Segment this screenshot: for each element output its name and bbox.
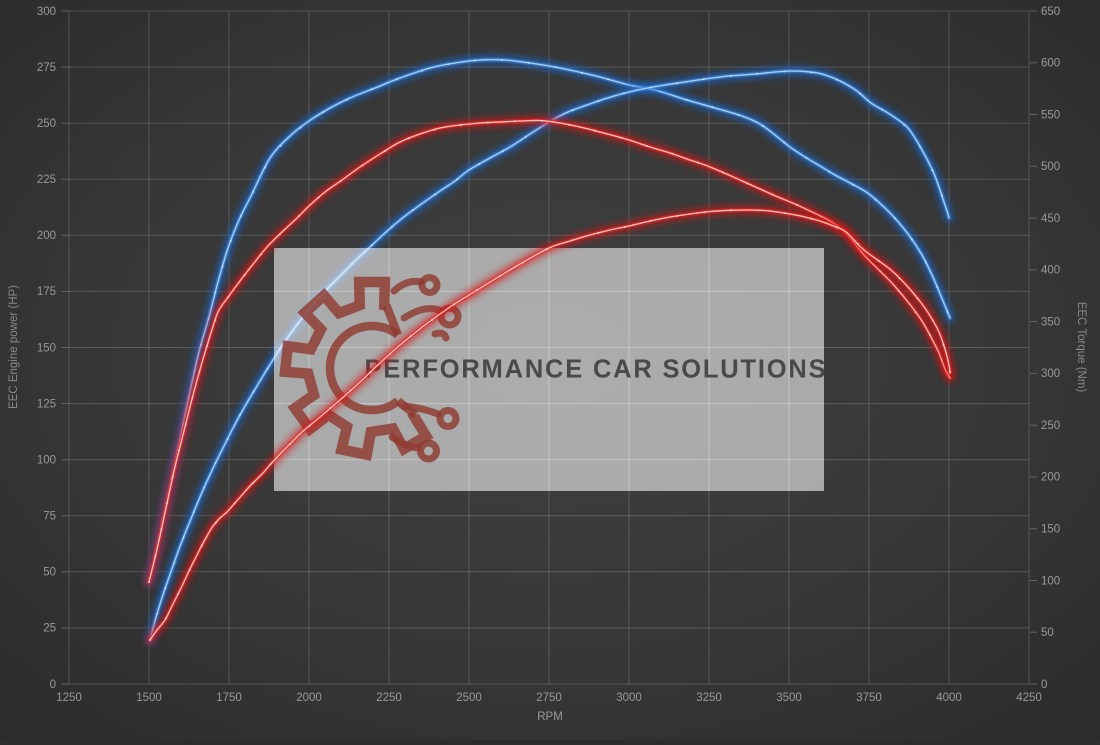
svg-text:4250: 4250: [1016, 692, 1042, 704]
svg-text:3500: 3500: [776, 692, 802, 704]
svg-text:200: 200: [37, 230, 56, 242]
svg-text:PERFORMANCE CAR SOLUTIONS: PERFORMANCE CAR SOLUTIONS: [365, 356, 828, 384]
svg-text:400: 400: [1041, 265, 1060, 277]
svg-text:125: 125: [37, 398, 56, 410]
svg-text:3750: 3750: [856, 692, 882, 704]
svg-text:50: 50: [43, 567, 56, 579]
svg-text:2250: 2250: [376, 692, 402, 704]
svg-text:0: 0: [1041, 679, 1047, 691]
svg-text:225: 225: [37, 174, 56, 186]
svg-text:2000: 2000: [296, 692, 322, 704]
svg-text:EEC Engine power (HP): EEC Engine power (HP): [8, 285, 20, 409]
svg-text:1750: 1750: [216, 692, 242, 704]
svg-text:1250: 1250: [56, 692, 82, 704]
svg-text:4000: 4000: [936, 692, 962, 704]
svg-text:550: 550: [1041, 109, 1060, 121]
svg-text:250: 250: [37, 118, 56, 130]
svg-text:EEC Torque (Nm): EEC Torque (Nm): [1075, 302, 1087, 393]
svg-text:300: 300: [37, 6, 56, 18]
svg-text:200: 200: [1041, 472, 1060, 484]
svg-text:600: 600: [1041, 58, 1060, 70]
svg-text:RPM: RPM: [537, 711, 563, 723]
svg-text:2750: 2750: [536, 692, 562, 704]
svg-text:100: 100: [1041, 575, 1060, 587]
svg-text:350: 350: [1041, 316, 1060, 328]
svg-text:300: 300: [1041, 368, 1060, 380]
svg-text:175: 175: [37, 286, 56, 298]
svg-text:250: 250: [1041, 420, 1060, 432]
svg-text:500: 500: [1041, 161, 1060, 173]
svg-text:450: 450: [1041, 213, 1060, 225]
svg-text:50: 50: [1041, 627, 1054, 639]
svg-text:25: 25: [43, 623, 56, 635]
svg-text:3000: 3000: [616, 692, 642, 704]
svg-text:650: 650: [1041, 6, 1060, 18]
svg-text:2500: 2500: [456, 692, 482, 704]
svg-text:3250: 3250: [696, 692, 722, 704]
svg-text:275: 275: [37, 62, 56, 74]
svg-text:1500: 1500: [136, 692, 162, 704]
svg-text:150: 150: [1041, 524, 1060, 536]
svg-text:0: 0: [50, 679, 56, 691]
svg-text:100: 100: [37, 455, 56, 467]
svg-text:150: 150: [37, 342, 56, 354]
svg-text:75: 75: [43, 511, 56, 523]
